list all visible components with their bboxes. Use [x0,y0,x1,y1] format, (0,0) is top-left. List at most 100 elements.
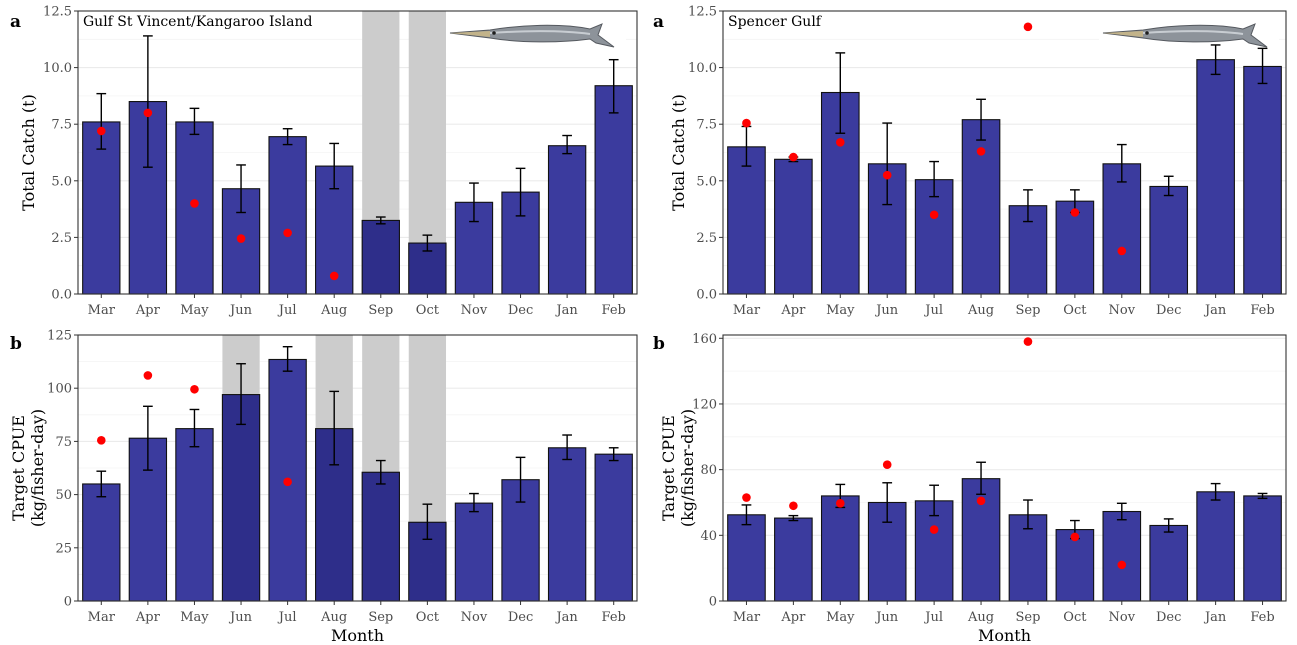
point-oct [1070,532,1080,542]
bar-apr [774,517,813,602]
x-axis-title: Month [978,626,1031,645]
x-tick-label-apr: Apr [780,303,806,318]
point-mar [742,493,751,502]
y-tick-label: 5.0 [51,174,72,189]
bar-mar [82,483,121,602]
x-tick-label-apr: Apr [135,303,161,318]
x-tick-label-aug: Aug [967,303,994,318]
point-mar [742,118,751,128]
x-tick-label-jun: Jun [228,610,253,625]
error-bar-nov [469,182,479,223]
bar-jul [268,136,307,295]
error-bar-dec [1163,175,1174,197]
y-tick-label: 7.5 [696,118,717,133]
x-tick-label-jul: Jul [923,303,943,318]
bar-dec [1149,185,1189,295]
error-bar-jun [882,482,893,523]
x-tick-label-jul: Jul [277,303,297,318]
y-tick-label: 75 [55,435,72,450]
error-bar-mar [96,92,107,150]
x-tick-label-may: May [180,610,209,625]
error-bar-jan [1210,482,1221,501]
y-tick-label: 12.5 [43,5,72,20]
bar-feb [594,453,633,602]
error-bar-oct [422,234,433,252]
chart-panel-1: 0.0 2.5 5.0 7.5 10.0 12.5 Mar Apr May Jun Jul Aug Se… [10,5,638,318]
error-bar-jul [282,128,293,146]
error-bar-jun [882,122,893,206]
x-tick-label-may: May [826,303,855,318]
bar-may [175,121,214,295]
bar-may [175,428,214,602]
bar-sep [361,471,400,602]
error-bar-nov [1116,502,1127,521]
error-bar-jan [562,134,572,155]
x-tick-label-feb: Feb [602,610,626,625]
x-tick-label-oct: Oct [1063,303,1087,318]
point-may [835,499,845,508]
point-aug [976,496,986,506]
point-jul [929,525,939,534]
point-jul [283,228,292,238]
bar-apr [128,101,168,295]
error-bar-feb [1257,492,1268,500]
point-aug [329,271,339,281]
point-oct [1070,208,1080,217]
error-bar-aug [976,98,986,141]
y-tick-label: 0 [709,595,717,610]
point-mar [96,436,106,445]
bar-apr [774,158,813,295]
y-tick-label: 0.0 [51,288,72,303]
x-tick-label-nov: Nov [461,303,488,318]
point-apr [143,108,153,118]
point-may [190,384,199,394]
x-tick-label-mar: Mar [733,303,761,318]
y-tick-label: 2.5 [51,231,72,246]
error-bar-mar [96,470,107,498]
error-bar-sep [375,216,386,225]
error-bar-jun [236,164,246,214]
panel-title: Spencer Gulf [728,14,823,30]
x-tick-label-oct: Oct [1063,610,1087,625]
panel-border [722,334,1287,602]
error-bar-jul [929,160,940,198]
bar-jan [547,447,587,602]
x-tick-label-mar: Mar [733,610,761,625]
garfish-image [1102,23,1268,48]
error-bar-jul [929,484,940,517]
y-axis-title: Target CPUE(kg/fisher-day) [659,409,697,527]
x-tick-label-feb: Feb [602,303,626,318]
point-jul [283,477,292,487]
error-bar-apr [143,35,153,168]
bar-jan [1196,59,1235,295]
x-tick-label-aug: Aug [967,610,994,625]
x-tick-label-jan: Jan [554,303,578,318]
x-tick-label-oct: Oct [416,610,440,625]
x-tick-label-jan: Jan [1203,303,1227,318]
point-apr [789,501,798,511]
panel-letter: b [10,334,22,354]
point-jun [236,234,246,243]
bar-feb [1243,65,1282,295]
error-bar-may [835,52,846,134]
panel-border [77,10,638,295]
x-tick-label-nov: Nov [461,610,488,625]
chart-panel-2: 0.0 2.5 5.0 7.5 10.0 12.5 Mar Apr May Jun Jul Aug Se… [653,5,1287,318]
y-tick-label: 7.5 [51,118,72,133]
bar-jul [914,500,954,602]
x-tick-label-jun: Jun [228,303,253,318]
point-apr [143,371,153,380]
error-bar-dec [1163,518,1174,533]
bar-nov [454,502,494,602]
y-axis-title: Target CPUE(kg/fisher-day) [9,409,47,527]
chart-panel-4: 0 40 80 120 160 Mar Apr May Jun Jul Aug Sep Oct Nov De… [653,332,1287,645]
x-tick-label-sep: Sep [368,303,393,318]
error-bar-may [189,107,200,136]
x-tick-label-may: May [826,610,855,625]
bar-nov [1102,510,1142,602]
bar-jan [1196,491,1235,602]
x-tick-label-jul: Jul [923,610,943,625]
error-bar-aug [329,390,340,466]
error-bar-nov [469,492,479,513]
